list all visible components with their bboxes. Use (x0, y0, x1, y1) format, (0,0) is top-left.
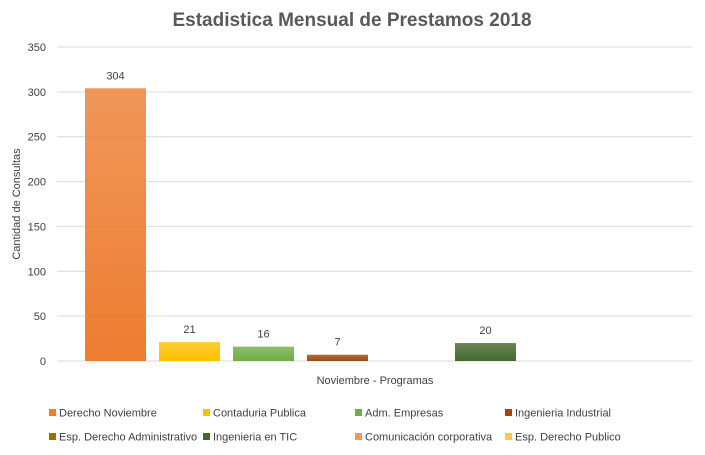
legend-label: Esp. Derecho Publico (515, 432, 621, 444)
bar-ingenieria-industrial (307, 354, 368, 361)
legend-swatch (355, 409, 362, 416)
chart-title: Estadistica Mensual de Prestamos 2018 (172, 10, 531, 31)
y-tick-label: 100 (28, 266, 46, 278)
legend-item: Comunicación corporativa (355, 432, 493, 444)
y-tick-label: 250 (28, 132, 46, 144)
y-tick-label: 0 (40, 356, 46, 368)
legend-swatch (49, 433, 56, 440)
legend-item: Ingenieria Industrial (505, 408, 611, 420)
legend-swatch (203, 409, 210, 416)
bar-ingenieria-en-tic (455, 343, 516, 361)
y-tick-label: 50 (34, 311, 46, 323)
data-label: 304 (106, 70, 124, 82)
legend-item: Esp. Derecho Administrativo (49, 432, 197, 444)
legend-label: Esp. Derecho Administrativo (59, 432, 197, 444)
y-axis-label: Cantidad de Consultas (11, 148, 23, 260)
bar-derecho-noviembre (85, 88, 146, 362)
legend-swatch (505, 433, 512, 440)
bar-adm-empresas (233, 346, 294, 361)
legend-item: Esp. Derecho Publico (505, 432, 621, 444)
data-label: 20 (479, 325, 491, 337)
x-axis-label: Noviembre - Programas (317, 375, 434, 387)
legend-label: Derecho Noviembre (59, 408, 157, 420)
legend-label: Comunicación corporativa (365, 432, 493, 444)
legend-label: Contaduria Publica (213, 408, 307, 420)
legend-label: Ingenieria Industrial (515, 408, 611, 420)
data-label: 16 (257, 329, 269, 341)
legend-item: Derecho Noviembre (49, 408, 157, 420)
legend-item: Adm. Empresas (355, 408, 444, 420)
bar-contaduria-publica (159, 342, 220, 361)
legend-swatch (355, 433, 362, 440)
y-tick-label: 300 (28, 87, 46, 99)
legend-swatch (505, 409, 512, 416)
y-tick-label: 200 (28, 177, 46, 189)
legend-label: Adm. Empresas (365, 408, 444, 420)
legend-item: Contaduria Publica (203, 408, 307, 420)
y-tick-label: 350 (28, 42, 46, 54)
legend-label: Ingenieria en TIC (213, 432, 297, 444)
data-label: 7 (334, 337, 340, 349)
legend-swatch (49, 409, 56, 416)
legend-swatch (203, 433, 210, 440)
y-tick-label: 150 (28, 221, 46, 233)
legend-item: Ingenieria en TIC (203, 432, 297, 444)
data-label: 21 (183, 324, 195, 336)
